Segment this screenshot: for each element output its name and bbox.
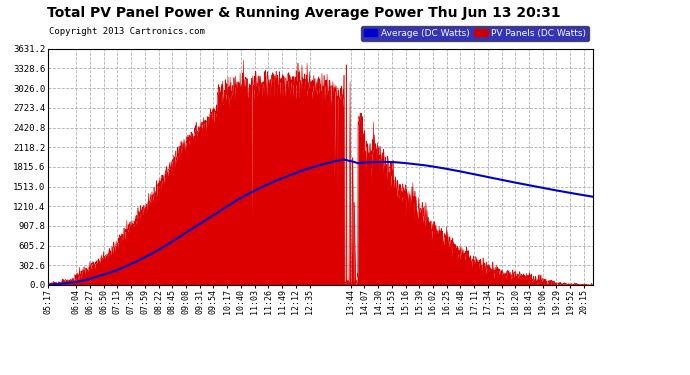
Text: Total PV Panel Power & Running Average Power Thu Jun 13 20:31: Total PV Panel Power & Running Average P… (47, 6, 560, 20)
Legend: Average (DC Watts), PV Panels (DC Watts): Average (DC Watts), PV Panels (DC Watts) (361, 26, 589, 40)
Text: Copyright 2013 Cartronics.com: Copyright 2013 Cartronics.com (50, 27, 205, 36)
